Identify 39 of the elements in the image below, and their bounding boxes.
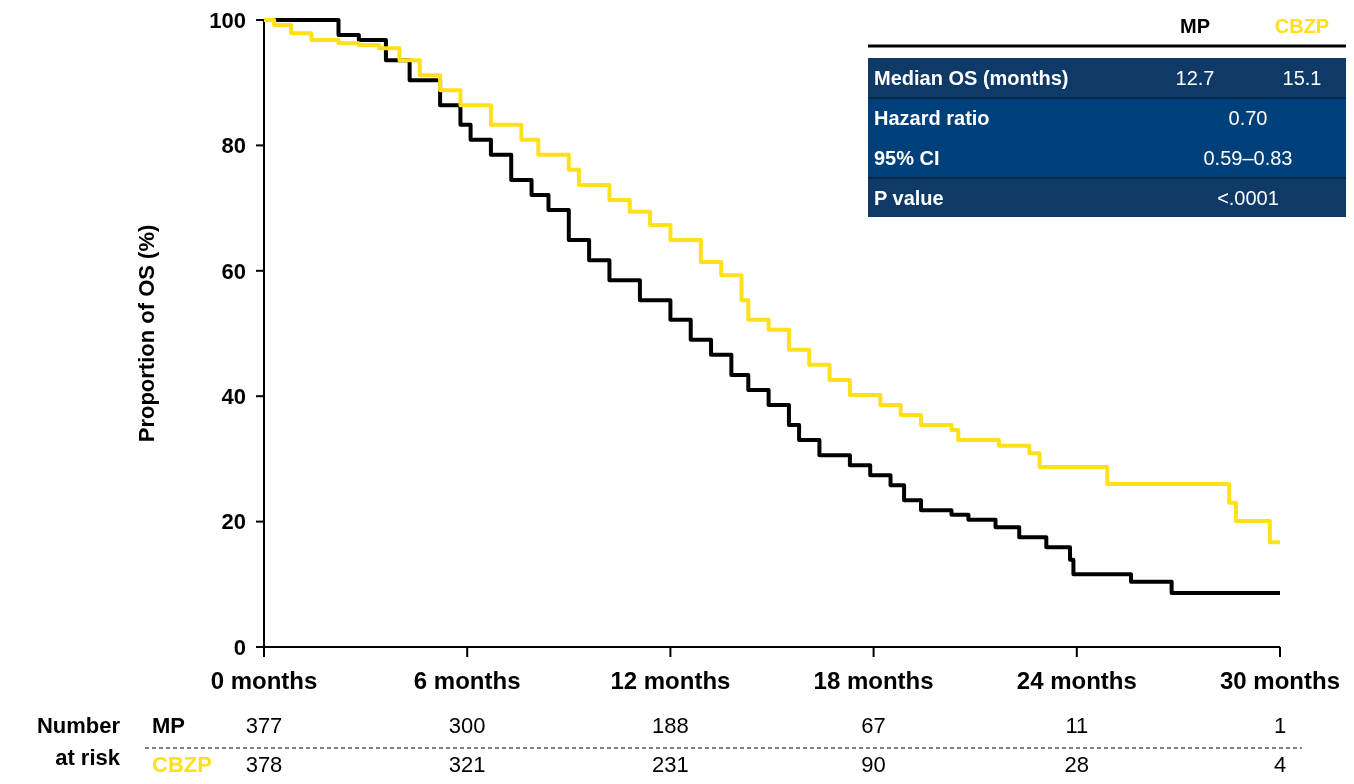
- text: 28: [1064, 752, 1090, 777]
- text: MP: [1180, 15, 1210, 37]
- y-tick-label: 20: [221, 509, 246, 535]
- text: 1: [1273, 713, 1287, 738]
- y-tick-label: 40: [221, 383, 246, 409]
- annotation: P value: [874, 186, 944, 209]
- text: MP: [152, 713, 185, 738]
- annotation: 95% CI: [874, 147, 940, 169]
- annotation: <.0001: [1217, 186, 1279, 209]
- text: Number at risk: [36, 713, 121, 770]
- x-tick-label: 24 months: [1016, 667, 1137, 694]
- text: CBZP: [1274, 15, 1330, 37]
- x-tick-label: 6 months: [413, 667, 521, 694]
- text: 300: [448, 713, 486, 738]
- text: 15.1: [1282, 67, 1322, 89]
- y-tick-label: 0: [233, 634, 246, 660]
- annotation: Median OS (months): [874, 67, 1069, 89]
- text: CBZP: [152, 752, 212, 777]
- y-tick-label: 60: [221, 258, 246, 284]
- text: 11: [1065, 713, 1089, 738]
- annotation: Hazard ratio: [874, 107, 990, 129]
- x-tick-label: 30 months: [1219, 667, 1341, 694]
- text: 377: [245, 713, 283, 738]
- text: 4: [1273, 752, 1287, 777]
- x-tick-label: 12 months: [610, 667, 731, 694]
- y-tick-label: 80: [221, 133, 246, 159]
- text: 231: [652, 752, 689, 777]
- text: 188: [652, 713, 689, 738]
- annotation: 12.7: [1175, 67, 1215, 89]
- annotation: 0.59–0.83: [1203, 147, 1293, 169]
- x-tick-label: 0 months: [210, 667, 318, 694]
- y-tick-label: 100: [209, 7, 246, 33]
- x-tick-label: 18 months: [813, 667, 934, 694]
- text: 90: [861, 752, 886, 777]
- annotation: 0.70: [1228, 107, 1268, 129]
- text: 67: [861, 713, 886, 738]
- y-axis-title: Proportion of OS (%): [134, 224, 159, 443]
- text: 378: [245, 752, 283, 777]
- text: 321: [448, 752, 486, 777]
